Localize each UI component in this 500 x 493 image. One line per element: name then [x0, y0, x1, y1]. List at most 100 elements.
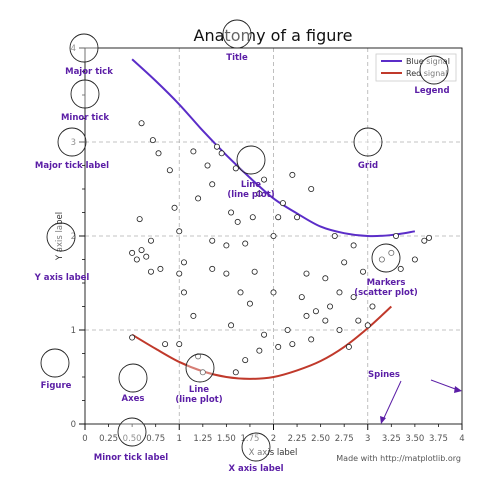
- scatter-marker: [261, 176, 268, 183]
- scatter-marker: [129, 249, 136, 256]
- footer-credit: Made with http://matplotlib.org: [336, 454, 461, 463]
- annotation-label-major-tick-label: Major tick label: [35, 161, 109, 171]
- scatter-marker: [157, 265, 164, 272]
- annotation-label-line: (scatter plot): [354, 288, 418, 298]
- scatter-marker: [232, 165, 239, 172]
- scatter-marker: [155, 150, 162, 157]
- x-minor-tick-label-3-50: 3.50: [405, 434, 424, 444]
- annotation-circle-line-line-plot-lower: [185, 353, 215, 383]
- scatter-marker: [308, 185, 315, 192]
- annotation-label-line-line-plot: Line (line plot): [227, 180, 274, 200]
- annotation-label-line: Figure: [41, 381, 72, 391]
- scatter-marker: [345, 343, 352, 350]
- scatter-marker: [256, 190, 263, 197]
- x-axis-label: X axis label: [249, 448, 298, 458]
- scatter-marker: [204, 162, 211, 169]
- scatter-marker: [279, 200, 286, 207]
- scatter-marker: [166, 167, 173, 174]
- annotation-circle-figure: [40, 348, 70, 378]
- scatter-marker: [143, 253, 150, 260]
- scatter-marker: [364, 322, 371, 329]
- scatter-marker: [355, 317, 362, 324]
- scatter-marker: [246, 300, 253, 307]
- annotation-circles: [40, 19, 449, 462]
- scatter-marker: [312, 308, 319, 315]
- annotation-circle-line-line-plot: [236, 145, 266, 175]
- scatter-marker: [242, 240, 249, 247]
- tick-labels: 0 1 2 3 4 0.25 0.50 0.75 1.25 1.50 1.75 2.25 2.50 2.7…: [71, 44, 465, 444]
- x-minor-tick-label-1-50: 1.50: [217, 434, 236, 444]
- scatter-marker: [284, 326, 291, 333]
- spines-arrowhead-right: [454, 386, 462, 393]
- scatter-marker: [147, 268, 154, 275]
- scatter-marker: [228, 322, 235, 329]
- scatter-marker: [270, 232, 277, 239]
- scatter-marker: [327, 303, 334, 310]
- x-tick-label-4: 4: [459, 434, 464, 444]
- annotation-label-line: Line: [241, 180, 261, 190]
- annotation-circle-minor-tick: [70, 79, 100, 109]
- annotation-label-y-axis-label: Y axis label: [34, 273, 90, 283]
- scatter-marker: [393, 232, 400, 239]
- annotation-label-line: Legend: [414, 86, 449, 96]
- annotation-label-line: Y axis label: [34, 273, 90, 283]
- scatter-marker: [289, 171, 296, 178]
- legend-entry-red-signal: Red signal: [406, 69, 447, 78]
- annotation-label-line: Axes: [122, 394, 145, 404]
- annotation-label-line: X axis label: [228, 464, 283, 474]
- scatter-marker: [149, 137, 156, 144]
- scatter-marker: [242, 357, 249, 364]
- spines-arrows: [380, 379, 462, 424]
- annotation-label-line: Minor tick label: [94, 453, 169, 463]
- chart-title: Anatomy of a figure: [194, 26, 353, 45]
- annotation-label-line: Minor tick: [61, 113, 109, 123]
- scatter-marker: [303, 270, 310, 277]
- annotation-label-title: Title: [226, 53, 248, 63]
- scatter-marker: [350, 294, 357, 301]
- scatter-marker: [336, 289, 343, 296]
- annotation-label-minor-tick-label: Minor tick label: [94, 453, 169, 463]
- scatter-marker: [171, 204, 178, 211]
- annotation-label-x-axis-label: X axis label: [228, 464, 283, 474]
- scatter-marker: [147, 237, 154, 244]
- annotation-label-legend: Legend: [414, 86, 449, 96]
- scatter-marker: [209, 237, 216, 244]
- annotation-circle-y-axis-label: [46, 222, 76, 252]
- x-minor-tick-label-2-75: 2.75: [335, 434, 354, 444]
- scatter-marker: [397, 265, 404, 272]
- scatter-marker: [209, 181, 216, 188]
- scatter-marker: [129, 334, 136, 341]
- scatter-marker: [298, 294, 305, 301]
- scatter-marker: [234, 218, 241, 225]
- annotation-circle-markers-scatter-plot: [371, 243, 401, 273]
- annotation-label-line: Spines: [368, 370, 400, 380]
- y-tick-label-2: 2: [71, 232, 76, 242]
- spines-arrowhead-bottom: [380, 416, 386, 424]
- y-tick-label-3: 3: [71, 138, 76, 148]
- spines-arrow-bottom: [382, 380, 402, 421]
- scatter-marker: [275, 214, 282, 221]
- y-tick-label-4: 4: [71, 44, 76, 54]
- annotation-label-line: (line plot): [227, 190, 274, 200]
- y-tick-label-1: 1: [71, 326, 76, 336]
- scatter-marker: [369, 303, 376, 310]
- x-tick-label-1: 1: [177, 434, 182, 444]
- x-minor-tick-label-0-50: 0.50: [123, 434, 142, 444]
- annotation-circle-legend: [419, 55, 449, 85]
- annotation-label-line: Title: [226, 53, 248, 63]
- x-tick-label-3: 3: [365, 434, 370, 444]
- scatter-marker: [251, 268, 258, 275]
- scatter-marker: [218, 150, 225, 157]
- annotation-label-line-line-plot-lower: Line (line plot): [175, 385, 222, 405]
- scatter-marker: [336, 326, 343, 333]
- scatter-marker: [213, 143, 220, 150]
- scatter-marker: [190, 312, 197, 319]
- scatter-marker: [228, 209, 235, 216]
- annotation-label-line: (line plot): [175, 395, 222, 405]
- annotation-label-markers-scatter-plot: Markers (scatter plot): [354, 278, 418, 298]
- legend-entry-blue-signal: Blue signal: [406, 57, 450, 66]
- x-minor-tick-label-1-25: 1.25: [193, 434, 212, 444]
- scatter-marker: [308, 336, 315, 343]
- scatter-marker: [199, 369, 206, 376]
